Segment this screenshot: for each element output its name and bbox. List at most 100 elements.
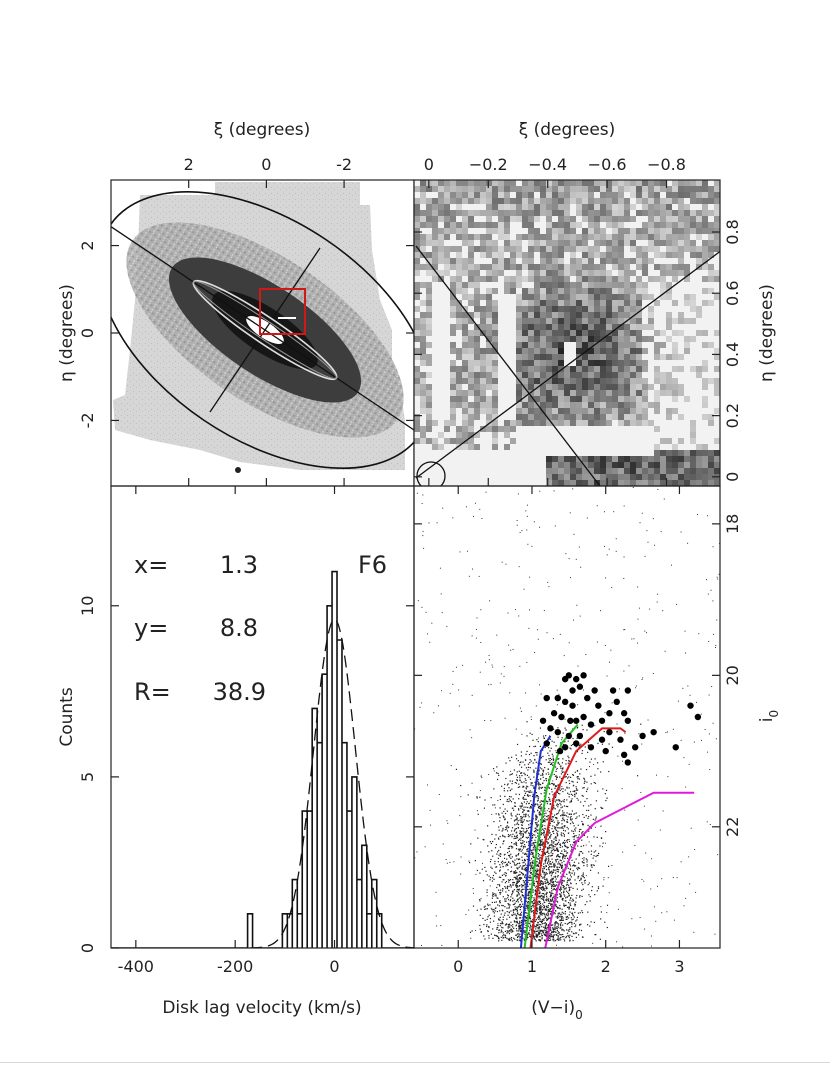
bright-star-point	[558, 713, 565, 721]
zoom-center-circle	[416, 461, 446, 486]
bright-star-point	[539, 717, 547, 724]
stat-r-label: R=	[134, 678, 171, 706]
bright-star-point	[606, 710, 613, 717]
y-tick-label: 0.8	[723, 219, 742, 244]
y-tick-label: 0	[723, 472, 742, 482]
br-ylabel-main: i	[757, 717, 777, 722]
satellite-dot	[235, 467, 241, 473]
x-tick-label: 0	[261, 155, 271, 174]
zoom-minor-axis	[415, 245, 601, 486]
x-tick-label: 0	[424, 155, 434, 174]
gaussian-fit-curve	[250, 618, 414, 948]
bright-star-point	[550, 710, 558, 717]
x-tick-label: 2	[601, 957, 611, 976]
panel-histogram: -400 -200 0 0 5 10 x= 1.3 F6 y= 8.8 R= 38.9	[78, 485, 415, 976]
bright-star-point	[573, 717, 580, 724]
y-tick-label: 0.6	[723, 280, 742, 305]
bright-star-point	[561, 698, 569, 706]
bright-star-point	[580, 672, 587, 679]
bright-star-point	[624, 687, 632, 694]
bright-star-point	[598, 717, 606, 724]
y-tick-label: 22	[723, 817, 742, 837]
isochrone-line-4	[544, 791, 695, 948]
bright-star-point	[569, 687, 576, 694]
bright-star-point	[554, 728, 561, 736]
x-tick-label: -2	[336, 155, 352, 174]
stat-y-label: y=	[134, 614, 168, 642]
bright-star-point	[602, 747, 609, 755]
x-tick-label: −0.8	[647, 155, 686, 174]
bright-star-point	[613, 698, 620, 706]
field-name-label: F6	[358, 551, 387, 579]
y-tick-label: 0.2	[723, 403, 742, 428]
stat-y-value: 8.8	[220, 614, 258, 642]
br-xlabel-main: (V−i)	[531, 998, 575, 1018]
bright-star-point	[694, 713, 702, 721]
isochrone-line-1	[519, 735, 552, 948]
x-tick-label: 3	[674, 957, 684, 976]
stat-x-label: x=	[134, 551, 168, 579]
y-tick-label: 20	[723, 665, 742, 685]
br-xlabel-sub: 0	[575, 1008, 583, 1022]
bl-xlabel: Disk lag velocity (km/s)	[162, 998, 361, 1018]
bright-star-point	[617, 736, 624, 743]
x-tick-label: 0	[453, 957, 463, 976]
bright-star-point	[547, 725, 554, 732]
x-tick-label: -200	[217, 957, 253, 976]
y-tick-label: 5	[78, 772, 97, 782]
x-tick-label: −0.6	[588, 155, 627, 174]
bl-ylabel: Counts	[57, 687, 77, 746]
bright-star-point	[569, 702, 576, 709]
minor-axis	[209, 247, 321, 413]
tr-xlabel: ξ (degrees)	[519, 120, 616, 140]
stat-r-value: 38.9	[213, 678, 266, 706]
bright-star-point	[591, 687, 598, 694]
isochrone-line-3	[529, 727, 627, 948]
x-tick-label: -400	[118, 957, 154, 976]
bright-star-point	[624, 717, 632, 724]
field-marker-box	[259, 288, 306, 335]
y-tick-label: -2	[78, 412, 97, 428]
br-ylabel-sub: 0	[767, 710, 781, 718]
bright-star-point	[632, 744, 639, 751]
br-ylabel: i0	[757, 710, 781, 722]
bright-star-point	[543, 740, 550, 747]
panel-frame-br	[413, 485, 721, 949]
tl-xlabel: ξ (degrees)	[214, 120, 311, 140]
zoom-major-axis	[415, 250, 720, 479]
bright-star-point	[567, 717, 574, 724]
bright-star-point	[543, 694, 550, 702]
y-tick-label: 10	[78, 596, 97, 616]
bright-star-point	[565, 732, 573, 740]
tl-ylabel: η (degrees)	[57, 284, 77, 382]
y-tick-label: 18	[723, 514, 742, 534]
x-tick-label: 1	[527, 957, 537, 976]
bright-star-point	[576, 683, 584, 690]
inner-ellipse-2	[193, 280, 337, 380]
bright-star-point	[584, 694, 591, 702]
y-tick-label: 0	[78, 328, 97, 338]
bright-star-point	[573, 740, 580, 747]
bright-star-point	[580, 713, 587, 721]
panel-galaxy-map: 2 0 -2 2 0 -2	[78, 155, 415, 487]
panel-cmd: 0 1 2 3 18 20 22	[413, 485, 742, 976]
y-tick-label: 0	[78, 943, 97, 953]
bright-star-point	[609, 687, 617, 694]
bright-star-point	[639, 732, 646, 740]
bright-star-point	[565, 672, 573, 679]
y-tick-label: 2	[78, 240, 97, 250]
x-tick-label: −0.4	[528, 155, 567, 174]
bright-star-point	[561, 744, 569, 751]
x-tick-label: 0	[329, 957, 339, 976]
br-xlabel: (V−i)0	[531, 998, 583, 1022]
bright-star-point	[687, 702, 694, 709]
bright-star-point	[650, 728, 657, 736]
bright-star-point	[672, 744, 679, 751]
bright-star-point	[595, 702, 602, 709]
x-tick-label: −0.2	[469, 155, 508, 174]
bright-star-point	[576, 732, 584, 740]
stat-x-value: 1.3	[220, 551, 258, 579]
field-ellipse	[111, 190, 414, 470]
tr-ylabel: η (degrees)	[757, 284, 777, 382]
